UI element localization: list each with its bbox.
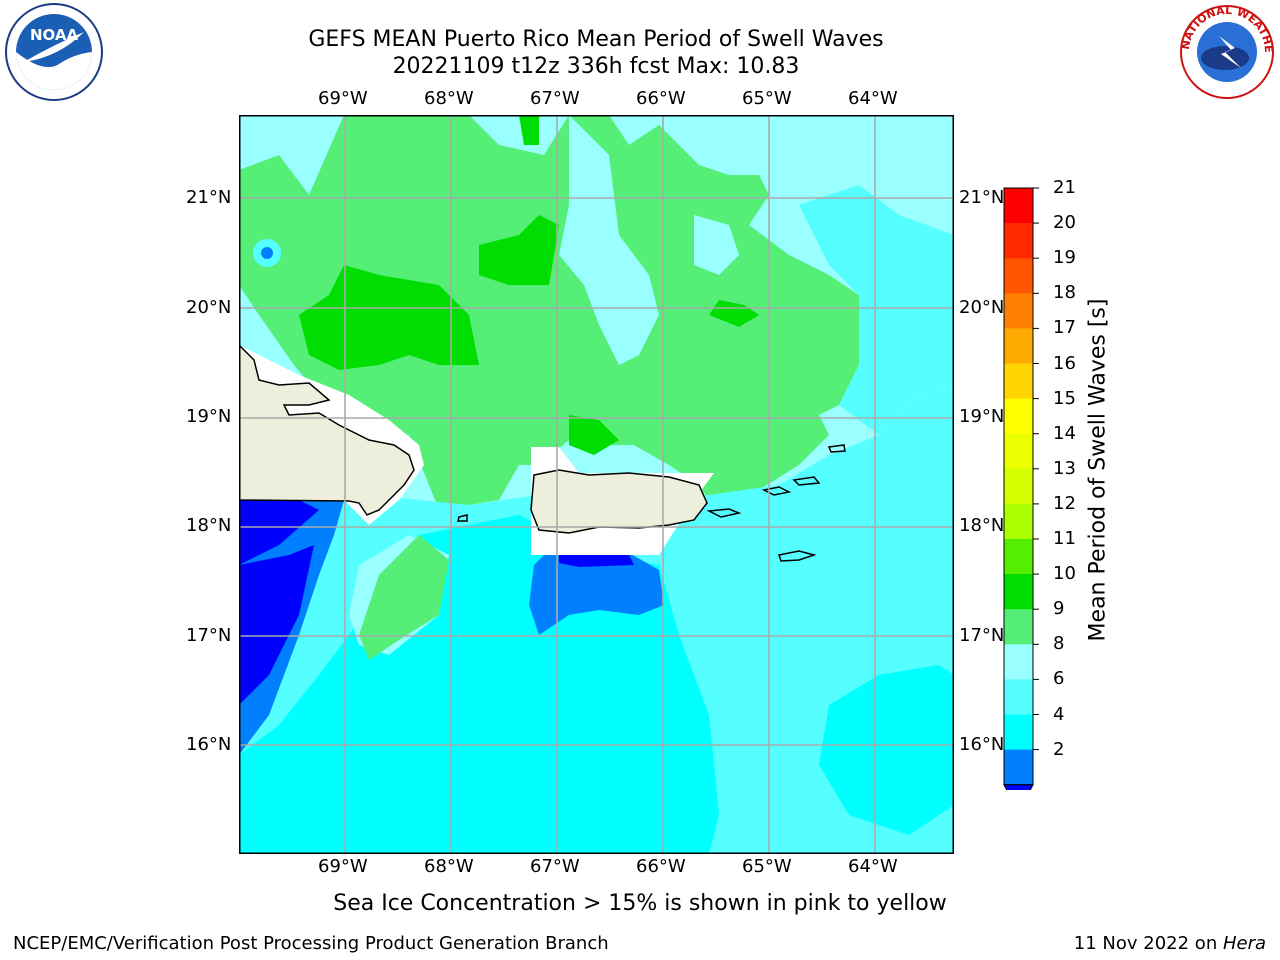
lat-label-left-18n: 18°N	[186, 515, 232, 536]
colorbar-tick-label: 4	[1053, 703, 1065, 725]
colorbar-swatch	[1004, 539, 1033, 575]
lon-label-bottom-65w: 65°W	[742, 856, 792, 877]
colorbar-tick-label: 2	[1053, 738, 1065, 760]
land-mona	[457, 514, 468, 522]
date-line: 11 Nov 2022 on Hera	[1074, 933, 1266, 954]
colorbar-swatch	[1004, 328, 1033, 364]
colorbar-swatch	[1004, 714, 1033, 751]
field-9-10-north	[239, 115, 859, 510]
colorbar-tick-label: 10	[1053, 563, 1076, 585]
colorbar-swatch	[1004, 679, 1033, 715]
lat-label-right-19n: 19°N	[959, 406, 1005, 427]
colorbar-tick-label: 19	[1053, 247, 1076, 269]
colorbar	[1003, 187, 1039, 790]
chart-subtitle: 20221109 t12z 336h fcst Max: 10.83	[392, 54, 800, 79]
colorbar-swatch	[1004, 293, 1033, 329]
colorbar-label: Mean Period of Swell Waves [s]	[1085, 298, 1111, 642]
lat-label-right-21n: 21°N	[959, 187, 1005, 208]
colorbar-tick-label: 20	[1053, 212, 1076, 234]
land-virgin-islands	[761, 444, 846, 496]
colorbar-swatch	[1004, 644, 1033, 680]
field-10-11-c	[569, 415, 619, 455]
lat-label-right-17n: 17°N	[959, 625, 1005, 646]
field-8-9-pocket2	[694, 215, 739, 275]
nws-logo: NATIONAL WEATHER SERVICE	[1175, 0, 1275, 99]
field-10-11-d	[709, 300, 759, 327]
lon-label-bottom-67w: 67°W	[530, 856, 580, 877]
land-st-croix	[778, 550, 817, 562]
colorbar-tick-label: 12	[1053, 492, 1076, 514]
lat-label-right-16n: 16°N	[959, 734, 1005, 755]
colorbar-tick-label: 17	[1053, 317, 1076, 339]
lon-label-top-66w: 66°W	[636, 88, 686, 109]
colorbar-tick-label: 15	[1053, 387, 1076, 409]
colorbar-swatch	[1004, 433, 1033, 470]
field-2-west-deep	[239, 500, 319, 705]
lat-label-left-20n: 20°N	[186, 297, 232, 318]
colorbar-swatch	[1004, 609, 1033, 645]
colorbar-frame	[1003, 187, 1034, 786]
field-8-6-east	[799, 185, 954, 435]
land-vieques	[706, 508, 742, 518]
colorbar-tick-label: 21	[1053, 177, 1076, 198]
field-10-11-b	[479, 215, 559, 285]
colorbar-swatch	[1004, 188, 1033, 224]
chart-title: GEFS MEAN Puerto Rico Mean Period of Swe…	[308, 27, 884, 52]
lat-label-left-19n: 19°N	[186, 406, 232, 427]
lat-label-left-17n: 17°N	[186, 625, 232, 646]
noaa-logo-text: NOAA	[30, 26, 79, 44]
host-name: Hera	[1222, 933, 1266, 954]
field-2-pr-deep	[559, 553, 634, 567]
field-4-2-south-pr	[529, 550, 664, 635]
lon-label-top-64w: 64°W	[848, 88, 898, 109]
colorbar-swatch	[1004, 363, 1033, 400]
sea-ice-note: Sea Ice Concentration > 15% is shown in …	[333, 891, 947, 916]
credit-line: NCEP/EMC/Verification Post Processing Pr…	[13, 933, 609, 954]
lat-label-right-20n: 20°N	[959, 297, 1005, 318]
lon-label-top-67w: 67°W	[530, 88, 580, 109]
field-9-10-south-patch	[359, 535, 449, 660]
colorbar-tick-label: 18	[1053, 282, 1076, 304]
colorbar-swatch	[1004, 223, 1033, 259]
lat-label-left-16n: 16°N	[186, 734, 232, 755]
colorbar-tick-label: 6	[1053, 668, 1065, 690]
lon-label-top-68w: 68°W	[424, 88, 474, 109]
colorbar-swatch	[1004, 749, 1033, 786]
field-10-11-a	[299, 265, 479, 370]
land-hispaniola	[239, 343, 415, 516]
colorbar-swatch	[1004, 503, 1033, 540]
colorbar-tick-label: 14	[1053, 422, 1076, 444]
colorbar-tick-label: 11	[1053, 528, 1076, 549]
date-text: 11 Nov 2022 on	[1073, 933, 1223, 954]
lat-label-left-21n: 21°N	[186, 187, 232, 208]
field-6-4-b	[819, 665, 954, 835]
lon-label-bottom-66w: 66°W	[636, 856, 686, 877]
lat-label-right-18n: 18°N	[959, 515, 1005, 536]
colorbar-swatch	[1004, 574, 1033, 610]
graticule	[239, 115, 954, 854]
colorbar-tick-label: 13	[1053, 457, 1076, 479]
field-spot-2	[261, 247, 273, 259]
colorbar-swatch	[1004, 258, 1033, 294]
colorbar-extend-arrow	[1003, 784, 1034, 790]
colorbar-tick-label: 8	[1053, 633, 1065, 655]
colorbar-tick-label: 16	[1053, 352, 1076, 374]
lon-label-top-69w: 69°W	[318, 88, 368, 109]
colorbar-tick-label: 9	[1053, 598, 1065, 620]
field-8-9-pocket1	[559, 115, 659, 365]
map-plot	[239, 115, 954, 854]
colorbar-swatch	[1004, 468, 1033, 505]
lon-label-bottom-64w: 64°W	[848, 856, 898, 877]
lon-label-bottom-69w: 69°W	[318, 856, 368, 877]
colorbar-swatch	[1004, 398, 1033, 435]
lon-label-top-65w: 65°W	[742, 88, 792, 109]
lon-label-bottom-68w: 68°W	[424, 856, 474, 877]
noaa-logo: NOAA	[5, 3, 103, 101]
field-10-11-e	[519, 115, 539, 145]
